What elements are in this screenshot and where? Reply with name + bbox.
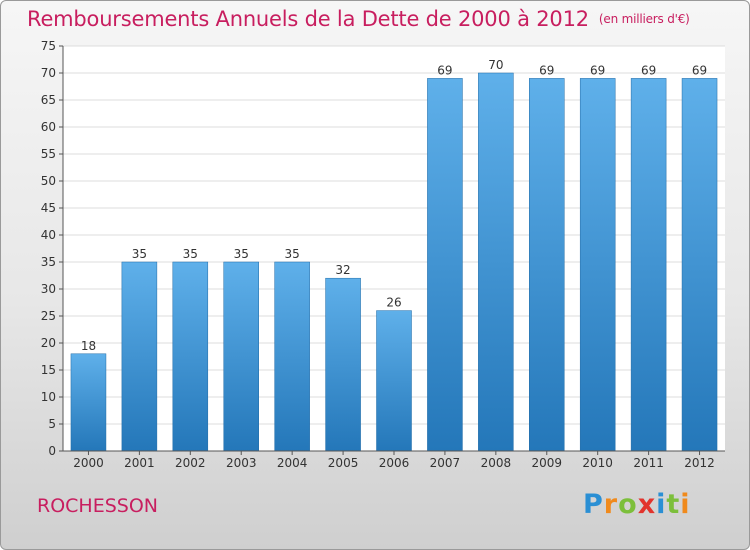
data-label: 69 xyxy=(641,63,656,77)
data-label: 26 xyxy=(386,296,401,310)
bar xyxy=(529,78,565,452)
y-tick-label: 60 xyxy=(41,120,56,134)
y-tick-label: 0 xyxy=(48,444,56,458)
x-tick-label: 2012 xyxy=(684,456,715,470)
bar xyxy=(579,78,616,452)
x-tick-label: 2008 xyxy=(481,456,512,470)
logo-letter: i xyxy=(680,489,691,520)
x-tick-label: 2002 xyxy=(175,456,206,470)
logo-letter: P xyxy=(583,489,604,520)
y-tick-label: 70 xyxy=(41,66,56,80)
x-tick-label: 2006 xyxy=(379,456,410,470)
bar xyxy=(223,261,259,452)
data-label: 35 xyxy=(183,247,198,261)
x-tick-label: 2010 xyxy=(582,456,613,470)
logo-letter: r xyxy=(603,489,619,520)
y-tick-label: 5 xyxy=(48,417,56,431)
y-tick-label: 65 xyxy=(41,93,56,107)
logo-letter: x xyxy=(637,489,657,520)
axes: 0 5 10 15 20 25 30 35 40 45 50 55 60 65 70 75 2000 2001 20… xyxy=(41,39,725,470)
bar xyxy=(274,261,310,452)
data-label: 35 xyxy=(132,247,147,261)
x-tick-label: 2001 xyxy=(124,456,155,470)
data-label: 69 xyxy=(692,63,707,77)
proxiti-logo: Proxiti xyxy=(583,489,691,520)
bar xyxy=(121,261,158,452)
bar xyxy=(376,310,412,452)
y-tick-label: 25 xyxy=(41,309,56,323)
bars: 18 35 35 35 35 32 26 69 70 69 69 69 69 xyxy=(70,58,718,452)
data-label: 70 xyxy=(488,58,503,72)
bar xyxy=(630,78,667,452)
y-tick-label: 40 xyxy=(41,228,56,242)
data-label: 69 xyxy=(539,63,554,77)
chart-title: Remboursements Annuels de la Dette de 20… xyxy=(27,7,690,31)
data-label: 69 xyxy=(590,63,605,77)
bar xyxy=(478,72,514,452)
y-tick-label: 20 xyxy=(41,336,56,350)
x-tick-label: 2004 xyxy=(277,456,308,470)
y-tick-label: 30 xyxy=(41,282,56,296)
bar xyxy=(325,277,361,452)
logo-letter: o xyxy=(618,489,638,520)
x-tick-label: 2009 xyxy=(531,456,562,470)
logo-letter: i xyxy=(656,489,667,520)
bar xyxy=(70,353,107,452)
bar xyxy=(427,78,463,452)
x-tick-label: 2007 xyxy=(430,456,461,470)
data-label: 35 xyxy=(285,247,300,261)
data-label: 32 xyxy=(335,263,350,277)
y-tick-label: 10 xyxy=(41,390,56,404)
y-tick-label: 15 xyxy=(41,363,56,377)
chart-unit: (en milliers d'€) xyxy=(598,12,690,26)
bar xyxy=(681,78,718,452)
y-tick-label: 50 xyxy=(41,174,56,188)
logo-letter: t xyxy=(666,489,681,520)
data-label: 69 xyxy=(437,63,452,77)
data-label: 35 xyxy=(234,247,249,261)
y-tick-label: 75 xyxy=(41,39,56,53)
commune-name: ROCHESSON xyxy=(37,495,159,517)
x-tick-label: 2003 xyxy=(226,456,257,470)
x-tick-label: 2005 xyxy=(328,456,359,470)
chart-title-text: Remboursements Annuels de la Dette de 20… xyxy=(27,7,589,31)
y-tick-label: 35 xyxy=(41,255,56,269)
x-tick-label: 2011 xyxy=(633,456,664,470)
data-label: 18 xyxy=(81,339,96,353)
bar xyxy=(172,261,209,452)
y-tick-label: 55 xyxy=(41,147,56,161)
x-tick-label: 2000 xyxy=(73,456,104,470)
y-tick-label: 45 xyxy=(41,201,56,215)
